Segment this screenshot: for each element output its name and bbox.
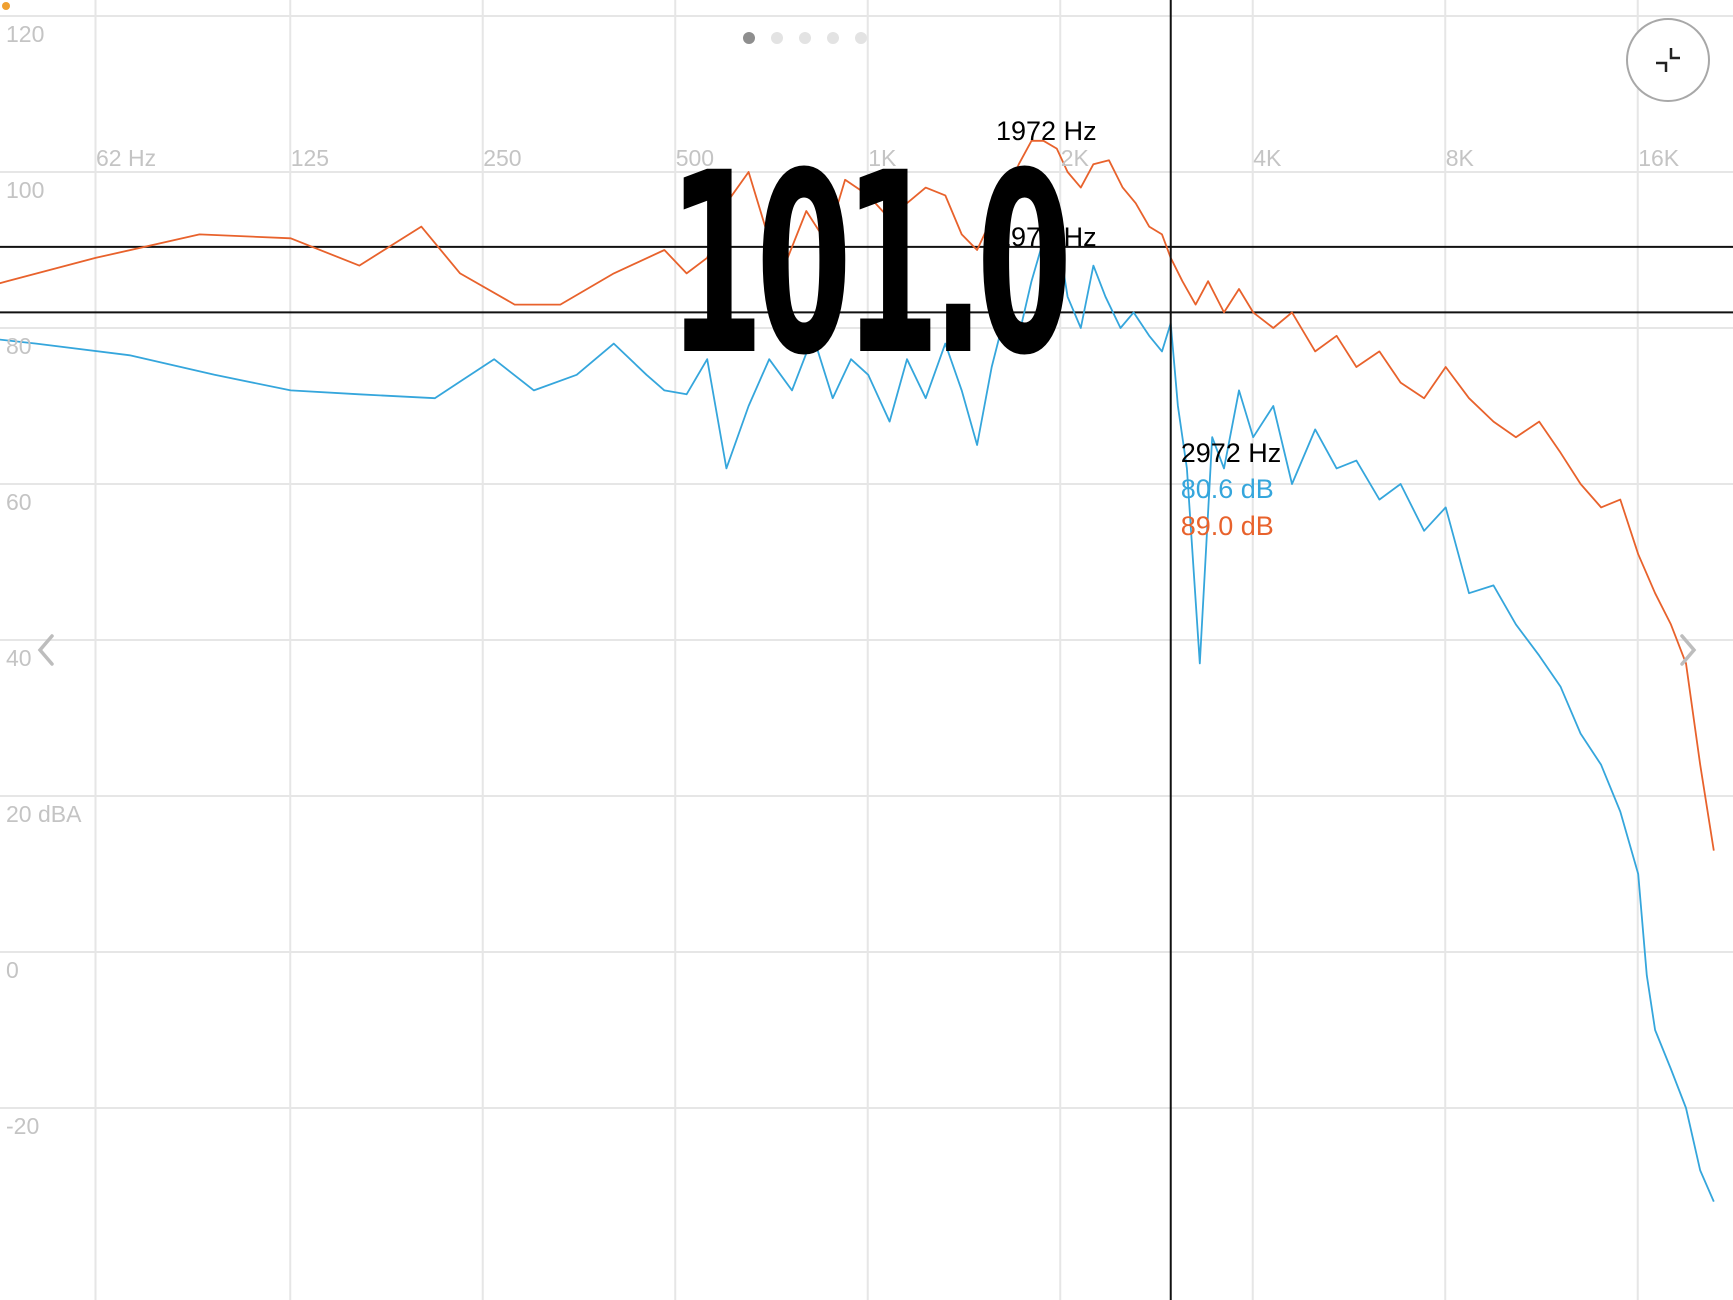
y-tick-label: 100 — [6, 177, 44, 203]
y-tick-label: 120 — [6, 21, 44, 47]
y-tick-label: 20 dBA — [6, 801, 82, 827]
series-layer — [0, 139, 1715, 1202]
page-dot[interactable] — [770, 32, 783, 44]
annotations: 1972 Hz 1978 Hz 2972 Hz 80.6 dB 89.0 dB — [996, 116, 1281, 541]
y-tick-label: -20 — [6, 1113, 39, 1139]
x-tick-label: 16K — [1638, 145, 1680, 171]
page-dot[interactable] — [742, 32, 755, 44]
x-tick-label: 1K — [868, 145, 897, 171]
series_a-line — [0, 139, 1715, 851]
x-tick-label: 125 — [291, 145, 329, 171]
collapse-icon — [1656, 48, 1680, 72]
page-indicator[interactable] — [0, 32, 1671, 44]
x-tick-label: 250 — [483, 145, 521, 171]
series_b-line — [0, 233, 1715, 1202]
cursor-value-b: 80.6 dB — [1181, 474, 1274, 504]
x-tick-label: 62 Hz — [96, 145, 156, 171]
prev-page-button[interactable] — [28, 628, 64, 672]
x-tick-label: 8K — [1446, 145, 1475, 171]
y-tick-label: 80 — [6, 333, 32, 359]
y-tick-label: 40 — [6, 645, 32, 671]
page-dot[interactable] — [798, 32, 811, 44]
chevron-left-icon — [37, 634, 54, 666]
x-tick-label: 2K — [1061, 145, 1090, 171]
page-dot[interactable] — [854, 32, 867, 44]
y-tick-label: 60 — [6, 489, 32, 515]
x-tick-label: 500 — [676, 145, 714, 171]
page-dot[interactable] — [826, 32, 839, 44]
cursor-freq-label: 2972 Hz — [1181, 438, 1282, 468]
peak-label: 1978 Hz — [996, 222, 1097, 252]
y-tick-label: 0 — [6, 957, 19, 983]
next-page-button[interactable] — [1670, 628, 1706, 672]
collapse-button[interactable] — [1626, 18, 1710, 102]
chevron-right-icon — [1680, 634, 1697, 666]
status-dot — [2, 2, 10, 10]
peak-label: 1972 Hz — [996, 116, 1097, 146]
axis-labels: 120 100 80 60 40 20 dBA 0 -20 62 Hz 125 250 500 1K 2K… — [6, 21, 1680, 1139]
x-tick-label: 4K — [1253, 145, 1282, 171]
level-lines — [0, 245, 1733, 314]
cursor-value-a: 89.0 dB — [1181, 511, 1274, 541]
